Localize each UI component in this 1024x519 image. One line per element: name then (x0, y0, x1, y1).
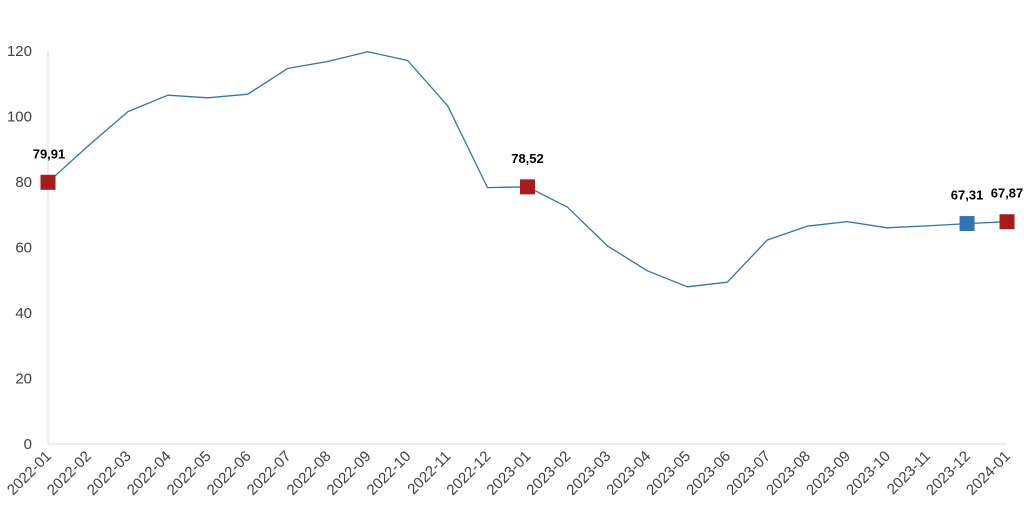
data-label: 78,52 (511, 151, 544, 166)
data-label: 67,31 (951, 188, 984, 203)
data-labels: 79,91 78,52 67,31 67,87 (33, 146, 1024, 202)
x-tick-label: 2023-10 (843, 448, 894, 499)
y-tick-label: 100 (7, 109, 32, 126)
data-point-marker (520, 179, 535, 195)
y-tick-label: 20 (15, 371, 32, 388)
x-axis-ticks: 2022-012022-022022-032022-042022-052022-… (4, 448, 1014, 499)
y-tick-label: 40 (15, 305, 32, 322)
chart-axes (47, 51, 1007, 445)
y-tick-label: 60 (15, 240, 32, 257)
highlight-markers (40, 174, 1015, 232)
series-line (47, 51, 1008, 288)
y-tick-label: 0 (24, 436, 32, 453)
series-lines (47, 51, 1008, 288)
data-point-marker (999, 214, 1015, 230)
y-tick-label: 80 (15, 174, 32, 191)
x-tick-label: 2022-10 (363, 448, 414, 499)
data-label: 67,87 (991, 186, 1024, 201)
x-tick-label: 2024-01 (963, 448, 1014, 499)
data-point-marker (959, 216, 975, 232)
y-tick-label: 120 (7, 43, 32, 60)
data-point-marker (40, 174, 56, 190)
data-label: 79,91 (33, 146, 66, 161)
y-axis-ticks: 0 20 40 60 80 100 120 (7, 43, 32, 453)
